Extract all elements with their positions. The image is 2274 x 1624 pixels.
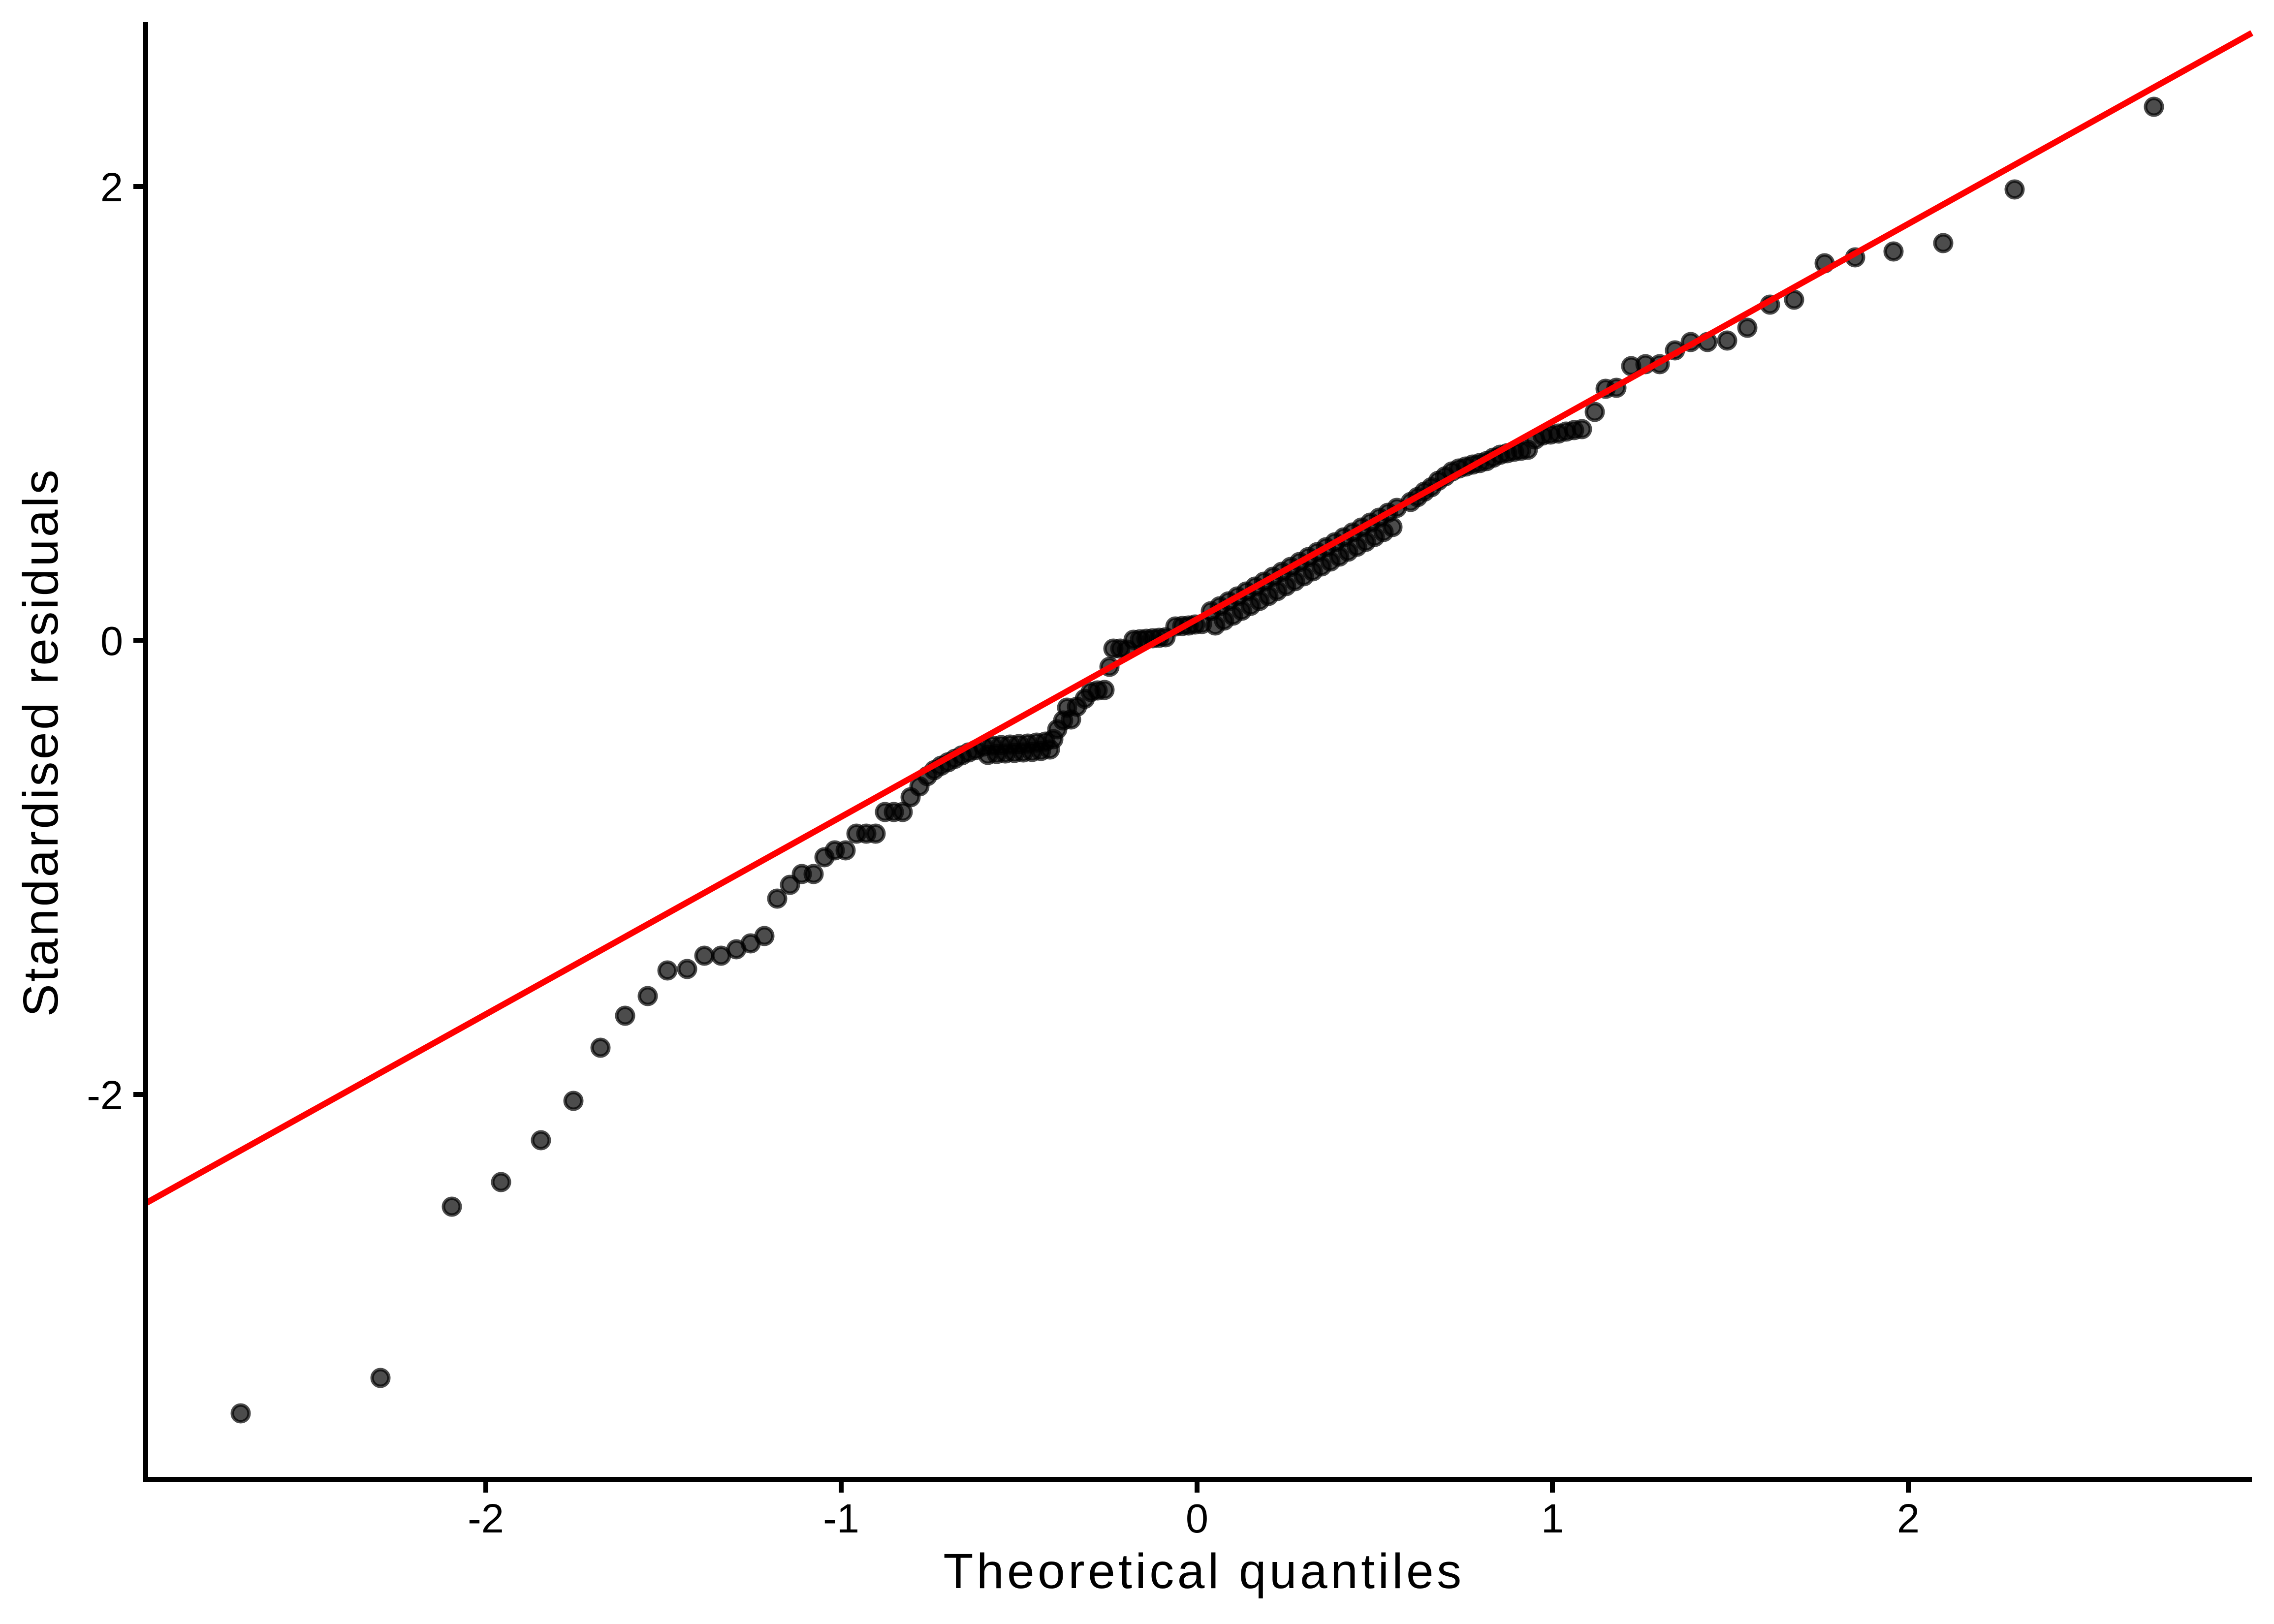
svg-text:2: 2 <box>1897 1496 1920 1541</box>
svg-text:-1: -1 <box>823 1496 859 1541</box>
svg-text:-2: -2 <box>468 1496 504 1541</box>
svg-text:Theoretical quantiles: Theoretical quantiles <box>943 1544 1464 1599</box>
svg-text:1: 1 <box>1541 1496 1564 1541</box>
svg-text:-2: -2 <box>87 1072 123 1118</box>
svg-text:0: 0 <box>1186 1496 1208 1541</box>
svg-text:0: 0 <box>100 618 123 664</box>
svg-text:Standardised residuals: Standardised residuals <box>13 468 68 1017</box>
svg-text:2: 2 <box>100 164 123 210</box>
